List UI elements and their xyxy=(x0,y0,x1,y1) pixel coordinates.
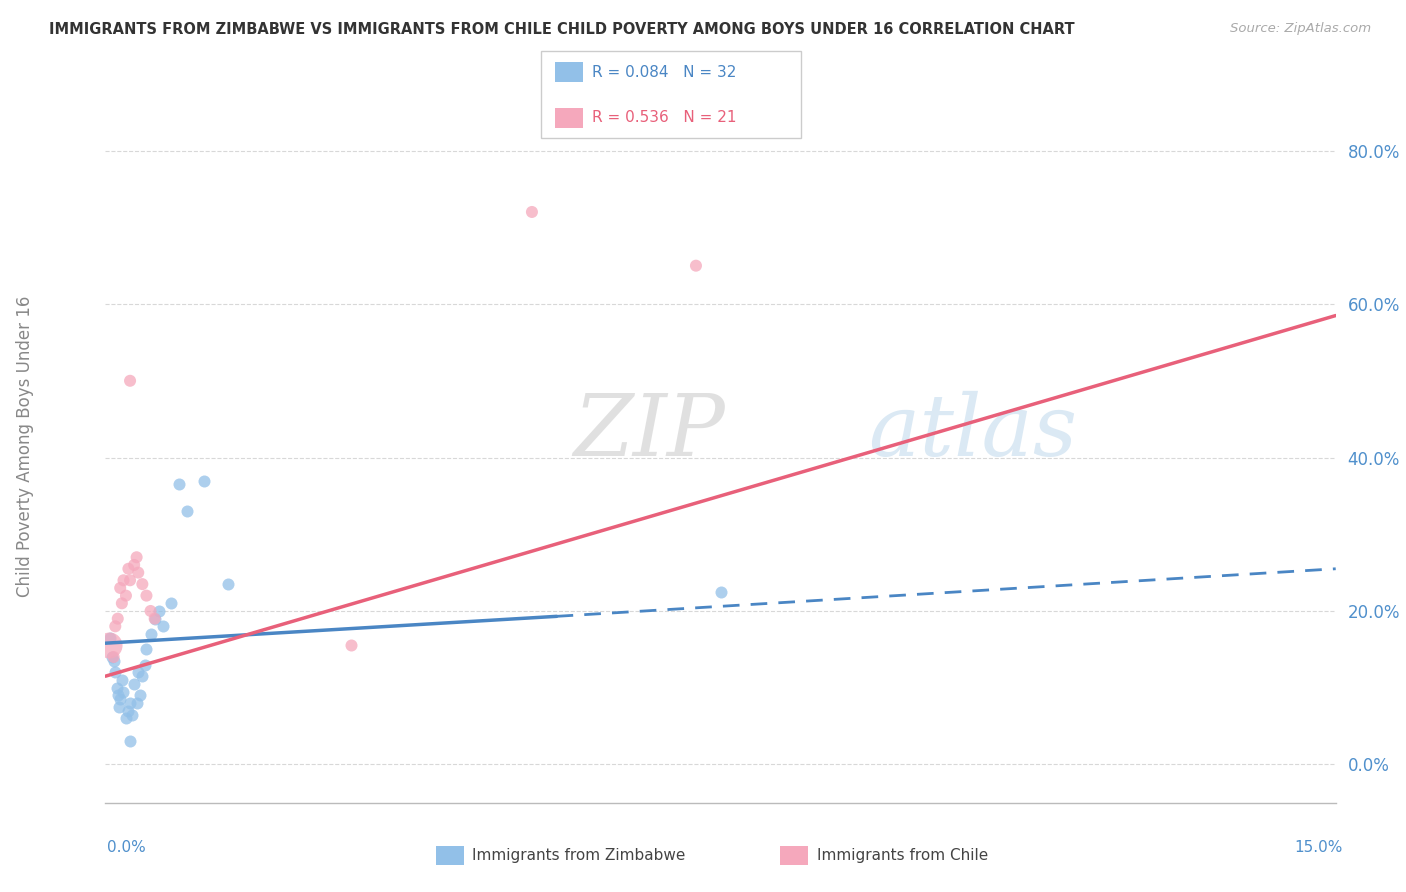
Point xyxy=(127,665,149,680)
Text: Immigrants from Chile: Immigrants from Chile xyxy=(817,848,988,863)
Point xyxy=(115,589,138,603)
Point xyxy=(135,642,157,657)
Point xyxy=(103,654,125,668)
Point xyxy=(105,681,128,695)
Point xyxy=(101,650,124,665)
Point xyxy=(340,639,363,653)
Text: IMMIGRANTS FROM ZIMBABWE VS IMMIGRANTS FROM CHILE CHILD POVERTY AMONG BOYS UNDER: IMMIGRANTS FROM ZIMBABWE VS IMMIGRANTS F… xyxy=(49,22,1074,37)
Point xyxy=(107,612,129,626)
Point xyxy=(131,577,153,591)
Point xyxy=(139,627,162,641)
Point xyxy=(169,477,191,491)
Point xyxy=(110,581,132,595)
Text: Immigrants from Zimbabwe: Immigrants from Zimbabwe xyxy=(472,848,686,863)
Point xyxy=(104,665,127,680)
Point xyxy=(131,669,153,683)
Point xyxy=(160,596,183,610)
Point xyxy=(120,696,141,710)
Text: 0.0%: 0.0% xyxy=(107,840,146,855)
Point xyxy=(125,696,148,710)
Point xyxy=(108,699,131,714)
Text: 15.0%: 15.0% xyxy=(1295,840,1343,855)
Point xyxy=(176,504,198,518)
Point xyxy=(120,734,141,748)
Point xyxy=(112,684,135,698)
Point xyxy=(111,673,134,687)
Point xyxy=(117,562,139,576)
Point xyxy=(115,711,138,725)
Point xyxy=(520,205,543,219)
Point xyxy=(152,619,174,633)
Text: Source: ZipAtlas.com: Source: ZipAtlas.com xyxy=(1230,22,1371,36)
Point xyxy=(112,574,135,588)
Point xyxy=(125,550,148,565)
Point xyxy=(139,604,162,618)
Point xyxy=(104,619,127,633)
Text: R = 0.084   N = 32: R = 0.084 N = 32 xyxy=(592,65,737,79)
Point xyxy=(710,584,733,599)
Point xyxy=(122,677,145,691)
Point xyxy=(143,612,166,626)
Point xyxy=(143,612,166,626)
Point xyxy=(129,689,152,703)
Point xyxy=(685,259,707,273)
Point xyxy=(110,692,132,706)
Point xyxy=(103,650,125,665)
Point xyxy=(127,566,149,580)
Point xyxy=(193,474,215,488)
Point xyxy=(135,589,157,603)
Point xyxy=(111,596,134,610)
Point xyxy=(120,374,141,388)
Text: R = 0.536   N = 21: R = 0.536 N = 21 xyxy=(592,111,737,125)
Point xyxy=(121,707,143,722)
Point xyxy=(134,657,156,672)
Point xyxy=(218,577,240,591)
Text: atlas: atlas xyxy=(869,391,1077,473)
Point xyxy=(122,558,145,572)
Point xyxy=(117,704,139,718)
Point xyxy=(148,604,170,618)
Point xyxy=(98,639,121,653)
Text: Child Poverty Among Boys Under 16: Child Poverty Among Boys Under 16 xyxy=(17,295,34,597)
Text: ZIP: ZIP xyxy=(574,391,725,473)
Point xyxy=(120,574,141,588)
Point xyxy=(98,631,121,645)
Point xyxy=(107,689,129,703)
